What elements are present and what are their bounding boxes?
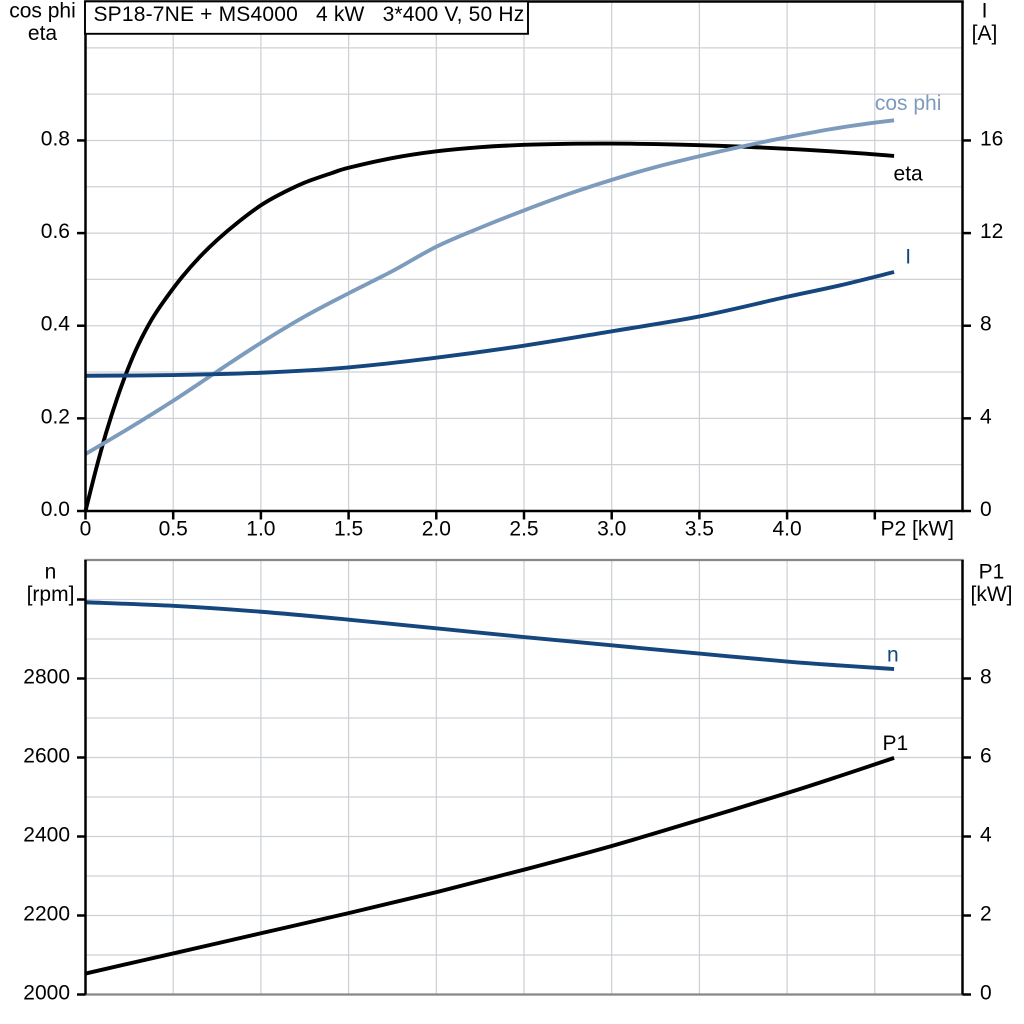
right-axis-tick-label: 4	[980, 405, 992, 428]
right-axis-tick-label: 4	[980, 823, 992, 846]
series-eta-curve	[83, 141, 895, 512]
left-axis-tick-label: 0.0	[41, 498, 70, 521]
series-cos-phi-label: cos phi	[875, 92, 942, 115]
right-axis-tick-label: 8	[980, 665, 992, 688]
x-axis-tick-label: 2.0	[422, 518, 451, 541]
x-axis-tick-label: 2.5	[509, 518, 538, 541]
left-axis-tick-label: 2000	[23, 981, 70, 1004]
x-axis-tick-label: 1.0	[246, 518, 275, 541]
title-box-border	[84, 0, 529, 35]
right-axis-tick-label: 12	[980, 220, 1003, 243]
left-axis-title-line: [rpm]	[27, 583, 75, 606]
x-axis-tick-label: 0	[80, 518, 92, 541]
x-axis-title: P2 [kW]	[881, 518, 955, 541]
left-axis-tick-label: 2400	[23, 823, 70, 846]
series-I-label: I	[905, 245, 911, 268]
left-axis-tick-label: 0.6	[41, 220, 70, 243]
right-axis-tick-label: 0	[980, 981, 992, 1004]
left-axis-title-line: eta	[28, 22, 58, 45]
left-axis-tick-label: 0.4	[41, 313, 71, 336]
right-axis-title-line: I	[982, 0, 988, 23]
series-P1-label: P1	[882, 732, 908, 755]
right-axis-title-line: P1	[979, 561, 1005, 584]
series-n-curve	[85, 600, 895, 671]
series-P1-curve	[85, 756, 895, 976]
left-axis-title-line: cos phi	[9, 0, 76, 23]
left-axis-tick-label: 0.2	[41, 405, 70, 428]
series-cos-phi-curve	[84, 118, 895, 456]
right-axis-tick-label: 16	[980, 127, 1003, 150]
left-axis-tick-label: 0.8	[41, 127, 70, 150]
right-axis-tick-label: 6	[980, 744, 992, 767]
right-axis-title-line: [A]	[972, 22, 998, 45]
series-n-label: n	[887, 644, 899, 667]
x-axis-tick-label: 3.5	[685, 518, 714, 541]
x-axis-tick-label: 4.0	[772, 518, 801, 541]
right-axis-tick-label: 8	[980, 313, 992, 336]
left-axis-tick-label: 2600	[23, 744, 70, 767]
title-box: SP18-7NE + MS4000 4 kW 3*400 V, 50 Hz	[84, 0, 529, 35]
series-eta-label: eta	[894, 162, 924, 185]
left-axis-title-line: n	[45, 561, 57, 584]
x-axis-tick-label: 3.0	[597, 518, 626, 541]
series-I-curve	[85, 270, 895, 378]
x-axis-tick-label: 1.5	[334, 518, 363, 541]
right-axis-tick-label: 0	[980, 498, 992, 521]
right-axis-title-line: [kW]	[971, 583, 1013, 606]
chart-title: SP18-7NE + MS4000 4 kW 3*400 V, 50 Hz	[94, 3, 525, 26]
left-axis-tick-label: 2200	[23, 902, 70, 925]
left-axis-tick-label: 2800	[23, 665, 70, 688]
right-axis-tick-label: 2	[980, 902, 992, 925]
x-axis-tick-label: 0.5	[159, 518, 188, 541]
